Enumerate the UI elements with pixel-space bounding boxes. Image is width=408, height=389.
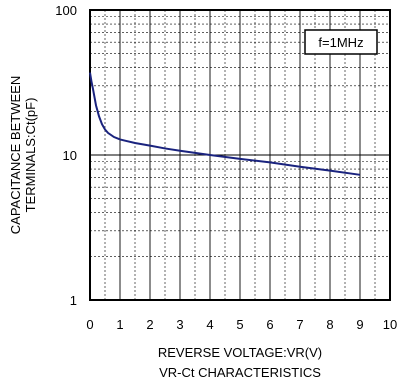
x-tick-label: 0 bbox=[86, 317, 93, 332]
y-tick-label: 1 bbox=[70, 293, 77, 308]
y-axis-label-line-1: CAPACITANCE BETWEEN bbox=[8, 76, 23, 234]
x-tick-label: 9 bbox=[356, 317, 363, 332]
x-tick-label: 10 bbox=[383, 317, 397, 332]
x-tick-label: 2 bbox=[146, 317, 153, 332]
y-axis-label-line-2: TERMINALS:Ct(pF) bbox=[23, 98, 38, 213]
x-tick-label: 4 bbox=[206, 317, 213, 332]
plot-frame bbox=[89, 9, 391, 301]
x-tick-label: 3 bbox=[176, 317, 183, 332]
grid bbox=[90, 10, 390, 300]
y-tick-labels: 1 10 100 bbox=[55, 3, 77, 308]
annotation-label: f=1MHz bbox=[318, 35, 363, 50]
x-tick-label: 8 bbox=[326, 317, 333, 332]
x-tick-label: 1 bbox=[116, 317, 123, 332]
x-tick-labels: 0 1 2 3 4 5 6 7 8 9 10 bbox=[86, 317, 397, 332]
series-line bbox=[89, 72, 361, 176]
y-axis-label: CAPACITANCE BETWEEN TERMINALS:Ct(pF) bbox=[8, 76, 38, 234]
x-tick-label: 7 bbox=[296, 317, 303, 332]
legend-box: f=1MHz bbox=[304, 29, 378, 55]
x-axis-label: REVERSE VOLTAGE:VR(V) bbox=[158, 345, 322, 360]
x-tick-label: 5 bbox=[236, 317, 243, 332]
x-tick-label: 6 bbox=[266, 317, 273, 332]
y-tick-label: 10 bbox=[63, 148, 77, 163]
y-tick-label: 100 bbox=[55, 3, 77, 18]
chart-title: VR-Ct CHARACTERISTICS bbox=[159, 365, 321, 380]
